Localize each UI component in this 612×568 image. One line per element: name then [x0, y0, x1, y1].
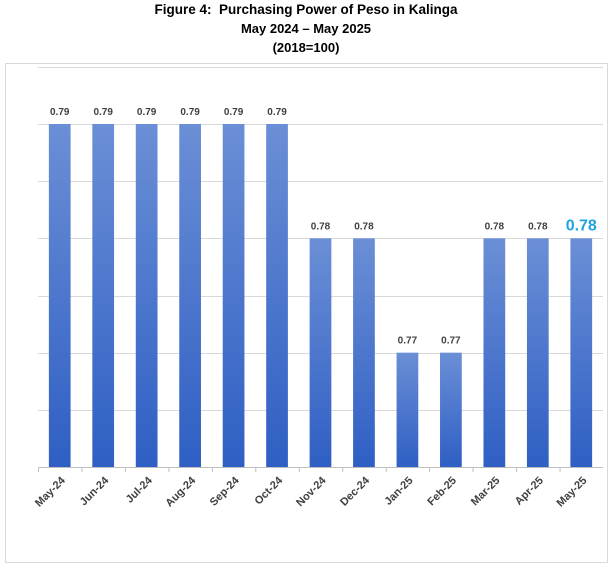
x-tick-label-dec-24: Dec-24: [338, 474, 373, 509]
data-label-sep-24: 0.79: [224, 107, 244, 118]
x-tick-label-nov-24: Nov-24: [294, 474, 329, 509]
data-label-apr-25: 0.78: [528, 221, 548, 232]
chart-frame: 0.79 0.79 0.79 0.79 0.79 0.79 0.78 0.78 0.77 0.77…: [5, 63, 608, 563]
data-label-may-25: 0.78: [566, 217, 597, 234]
data-label-feb-25: 0.77: [441, 336, 461, 347]
bar-feb-25: [440, 352, 462, 467]
data-label-may-24: 0.79: [50, 107, 70, 118]
data-label-oct-24: 0.79: [267, 107, 287, 118]
x-tick-label-apr-25: Apr-25: [513, 475, 546, 508]
bar-may-25: [570, 238, 593, 467]
x-tick-label-jan-25: Jan-25: [382, 475, 415, 508]
bar-jun-24: [92, 124, 115, 467]
bar-apr-25: [526, 238, 549, 467]
bar-chart: 0.79 0.79 0.79 0.79 0.79 0.79 0.78 0.78 0.77 0.77…: [33, 67, 603, 509]
chart-title: Figure 4: Purchasing Power of Peso in Ka…: [154, 2, 458, 17]
bar-sep-24: [222, 124, 245, 467]
bar-nov-24: [309, 238, 332, 467]
bar-jul-24: [135, 124, 158, 467]
bar-oct-24: [266, 124, 288, 467]
chart-subtitle-period: May 2024 – May 2025: [240, 21, 372, 36]
bar-mar-25: [483, 238, 506, 467]
x-tick-label-aug-24: Aug-24: [163, 474, 198, 509]
chart-subtitle-base-year: (2018=100): [272, 40, 340, 55]
x-tick-label-may-24: May-24: [33, 474, 68, 509]
chart-title-block: Figure 4: Purchasing Power of Peso in Ka…: [0, 0, 612, 57]
data-label-jul-24: 0.79: [137, 107, 157, 118]
bar-may-24: [48, 124, 71, 467]
data-labels: 0.79 0.79 0.79 0.79 0.79 0.79 0.78 0.78 0.77 0.77…: [50, 107, 597, 347]
bar-dec-24: [353, 238, 375, 467]
x-tick-label-jun-24: Jun-24: [78, 474, 112, 508]
data-label-dec-24: 0.78: [354, 221, 374, 232]
x-tick-label-sep-24: Sep-24: [208, 474, 243, 509]
bar-jan-25: [396, 352, 419, 467]
x-axis: May-24 Jun-24 Jul-24 Aug-24 Sep-24 Oct-24 Nov-…: [33, 467, 603, 509]
x-tick-label-may-25: May-25: [555, 475, 590, 510]
data-label-nov-24: 0.78: [311, 221, 331, 232]
bar-aug-24: [179, 124, 201, 467]
data-label-jun-24: 0.79: [93, 107, 113, 118]
x-tick-label-mar-25: Mar-25: [469, 475, 503, 509]
x-tick-label-oct-24: Oct-24: [252, 474, 285, 507]
x-tick-label-feb-25: Feb-25: [425, 475, 459, 509]
data-label-aug-24: 0.79: [180, 107, 200, 118]
x-tick-label-jul-24: Jul-24: [124, 474, 156, 506]
data-label-jan-25: 0.77: [398, 336, 418, 347]
bars: [48, 124, 593, 467]
data-label-mar-25: 0.78: [485, 221, 505, 232]
